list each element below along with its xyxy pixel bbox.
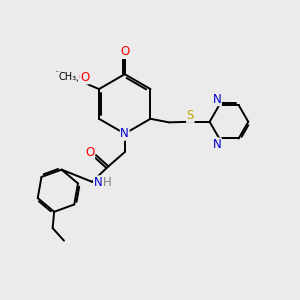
Text: CH₃: CH₃ [58,72,76,82]
Text: H: H [103,176,111,190]
Text: S: S [187,109,194,122]
Text: O: O [85,146,94,159]
Text: methoxy: methoxy [56,71,62,73]
Text: N: N [212,93,221,106]
Text: O: O [120,45,129,58]
Text: N: N [212,138,221,151]
Text: O: O [80,71,90,84]
Text: N: N [120,127,129,140]
Text: O: O [78,71,88,84]
Text: N: N [94,176,102,189]
